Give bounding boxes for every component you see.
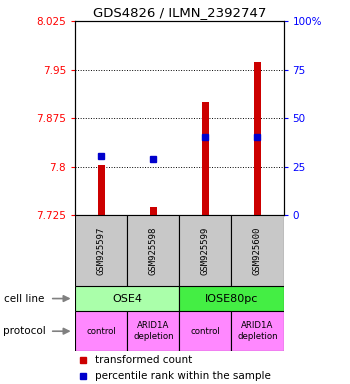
Bar: [75, 215, 127, 286]
Bar: [150, 207, 157, 215]
Text: GSM925600: GSM925600: [253, 227, 262, 275]
Bar: [202, 102, 209, 215]
Bar: [75, 311, 127, 351]
Bar: [231, 215, 284, 286]
Bar: [179, 215, 231, 286]
Title: GDS4826 / ILMN_2392747: GDS4826 / ILMN_2392747: [93, 5, 266, 18]
Bar: [127, 311, 179, 351]
Text: GSM925599: GSM925599: [201, 227, 210, 275]
Text: cell line: cell line: [4, 293, 44, 304]
Bar: [75, 286, 179, 311]
Text: ARID1A
depletion: ARID1A depletion: [237, 321, 278, 341]
Bar: [179, 286, 284, 311]
Text: IOSE80pc: IOSE80pc: [205, 293, 258, 304]
Text: GSM925597: GSM925597: [97, 227, 106, 275]
Text: OSE4: OSE4: [112, 293, 142, 304]
Bar: [127, 215, 179, 286]
Text: control: control: [86, 327, 116, 336]
Text: transformed count: transformed count: [95, 356, 192, 366]
Bar: [231, 311, 284, 351]
Text: percentile rank within the sample: percentile rank within the sample: [95, 371, 271, 381]
Bar: [254, 63, 261, 215]
Bar: [179, 311, 231, 351]
Text: protocol: protocol: [4, 326, 46, 336]
Text: control: control: [190, 327, 220, 336]
Bar: [98, 165, 105, 215]
Text: GSM925598: GSM925598: [149, 227, 158, 275]
Text: ARID1A
depletion: ARID1A depletion: [133, 321, 174, 341]
